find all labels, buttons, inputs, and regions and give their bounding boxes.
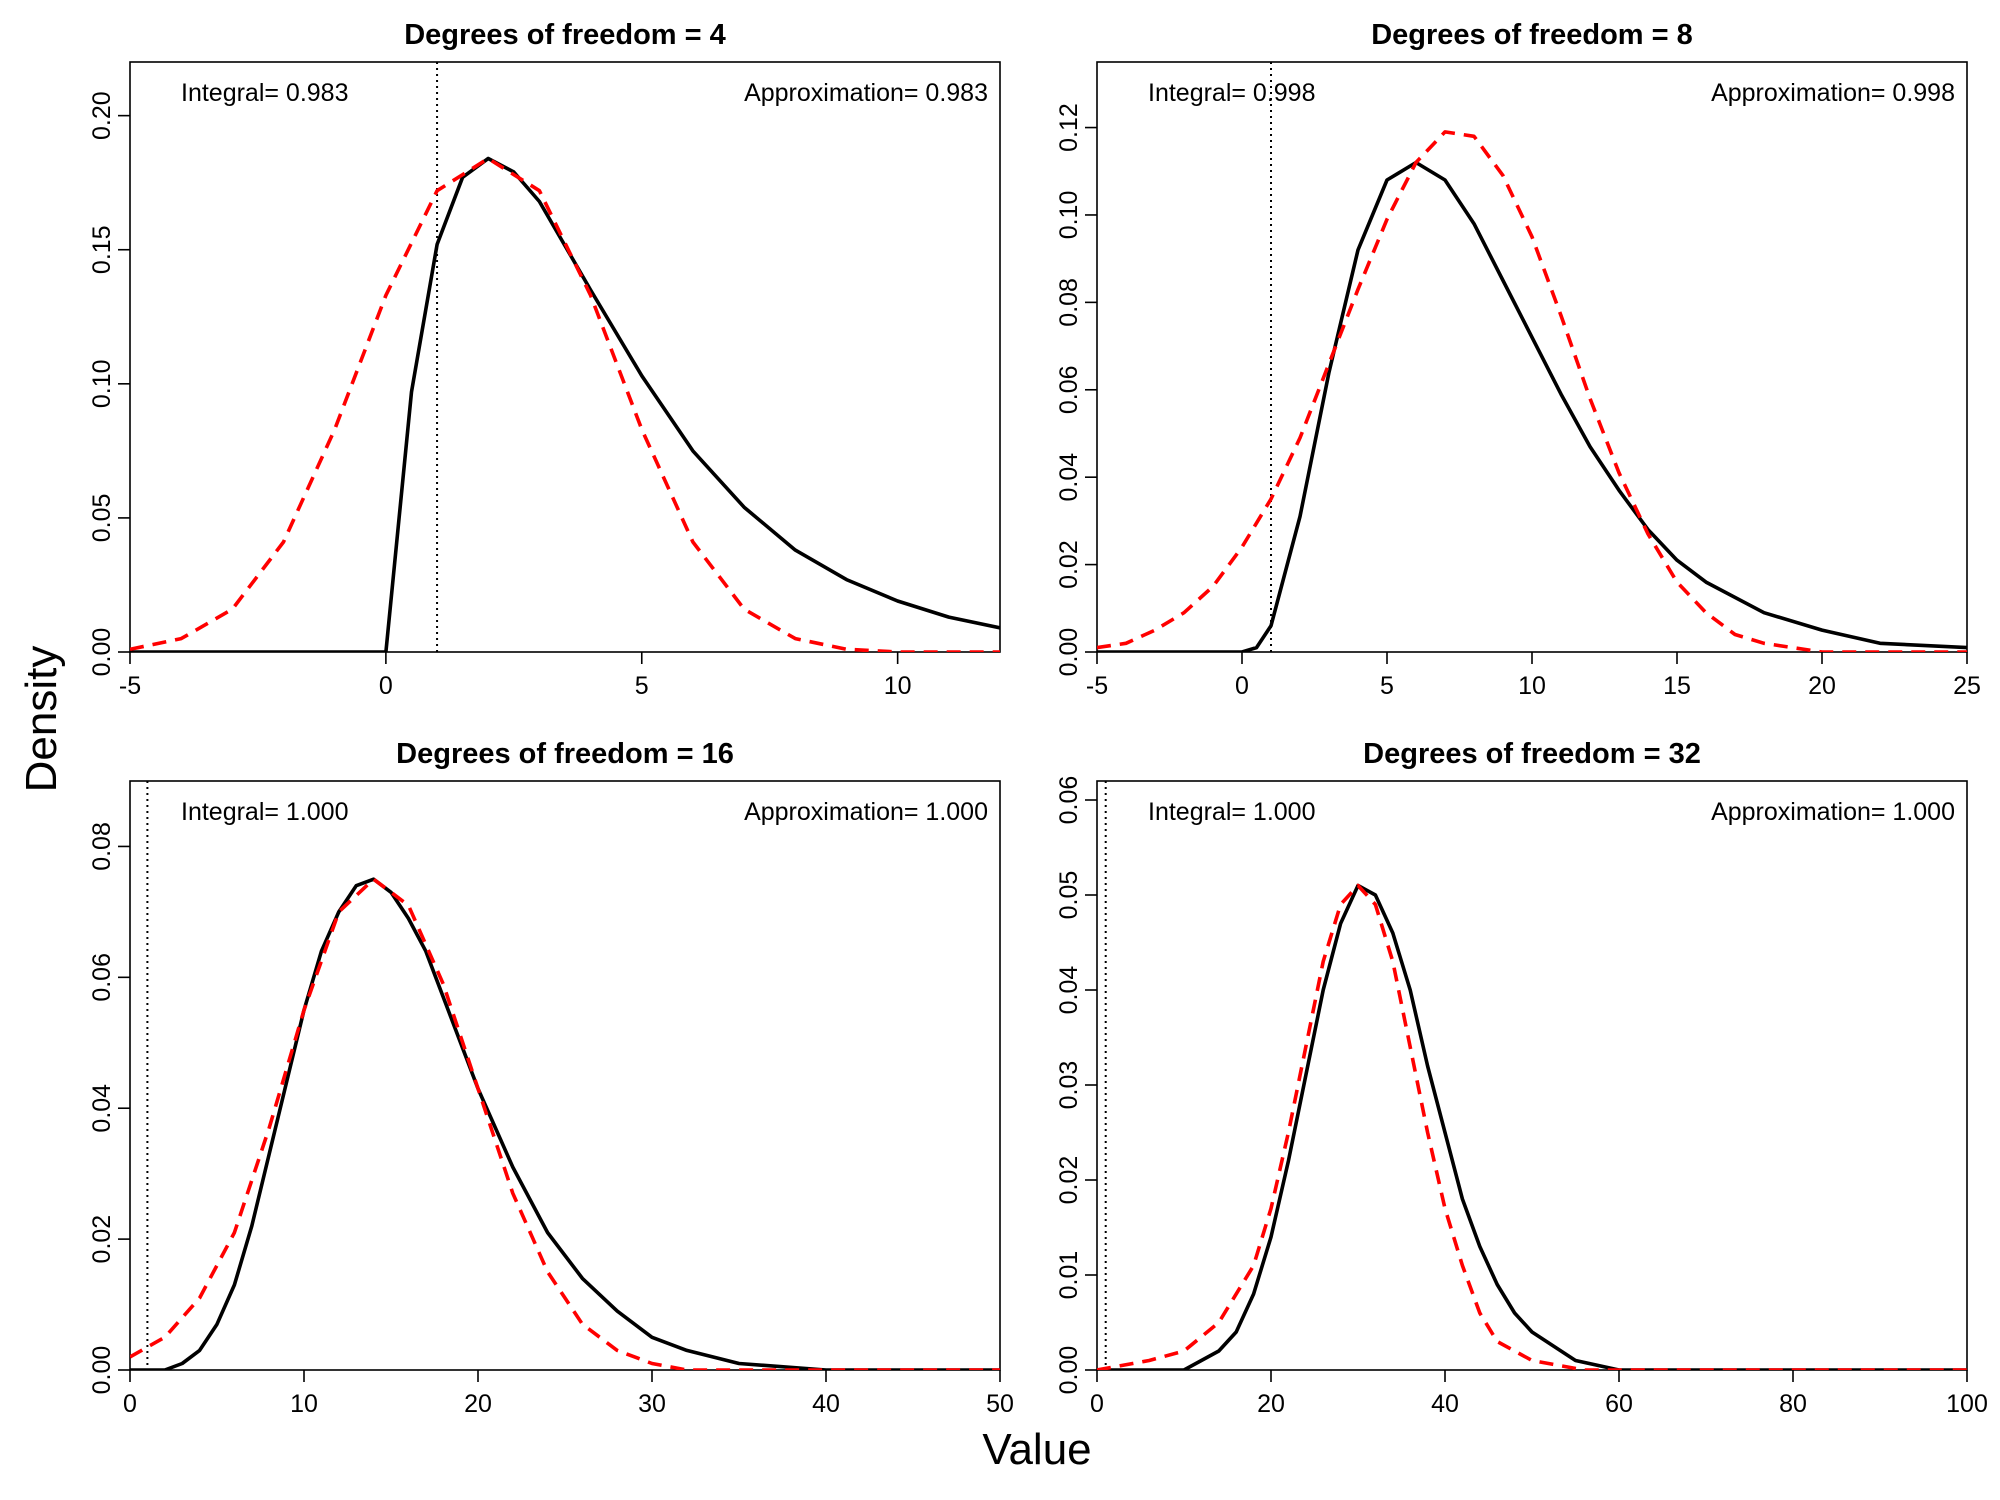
panel-df-8: Degrees of freedom = 8 -5 0 5 10 15 20 25 0.00 0.… xyxy=(1055,19,1981,700)
x-tick-label: 50 xyxy=(986,1390,1014,1418)
y-tick-label: 0.00 xyxy=(1055,628,1083,677)
y-tick-label: 0.02 xyxy=(1055,1156,1083,1205)
panel-df-4: Degrees of freedom = 4 -5 0 5 10 0.00 0.05 0.10… xyxy=(88,19,1001,700)
plot-frame xyxy=(129,780,1001,1371)
panel-df-16: Degrees of freedom = 16 0 10 20 30 40 50 0.00 0.… xyxy=(88,738,1014,1418)
integral-annotation: Integral= 0.983 xyxy=(181,79,349,107)
x-tick-label: 0 xyxy=(1235,672,1249,700)
x-tick-label: 20 xyxy=(1808,672,1836,700)
plot-frame xyxy=(1096,61,1968,653)
x-tick-label: 100 xyxy=(1946,1390,1988,1418)
panel-df-32: Degrees of freedom = 32 0 20 40 60 80 100 0.00 0… xyxy=(1055,738,1988,1418)
y-tick-label: 0.15 xyxy=(88,225,116,274)
x-tick-label: 20 xyxy=(464,1390,492,1418)
y-tick-label: 0.05 xyxy=(88,494,116,543)
y-tick-label: 0.00 xyxy=(88,1346,116,1395)
approximation-annotation: Approximation= 0.983 xyxy=(744,79,988,107)
y-tick-label: 0.00 xyxy=(88,628,116,677)
x-tick-label: 10 xyxy=(290,1390,318,1418)
y-tick-label: 0.03 xyxy=(1055,1061,1083,1110)
normal-approximation-curve xyxy=(130,156,1000,652)
panel-title: Degrees of freedom = 32 xyxy=(1363,738,1701,770)
x-tick-label: 40 xyxy=(1431,1390,1459,1418)
y-tick-label: 0.00 xyxy=(1055,1346,1083,1395)
x-tick-label: 80 xyxy=(1779,1390,1807,1418)
y-tick-label: 0.06 xyxy=(88,953,116,1002)
y-tick-label: 0.01 xyxy=(1055,1251,1083,1300)
integral-annotation: Integral= 1.000 xyxy=(1148,798,1316,826)
y-tick-label: 0.02 xyxy=(88,1215,116,1264)
y-tick-label: 0.08 xyxy=(88,822,116,871)
y-tick-label: 0.04 xyxy=(88,1084,116,1133)
y-tick-label: 0.10 xyxy=(88,359,116,408)
x-tick-label: 0 xyxy=(1090,1390,1104,1418)
x-tick-label: 15 xyxy=(1663,672,1691,700)
panel-title: Degrees of freedom = 4 xyxy=(404,19,726,51)
panel-title: Degrees of freedom = 16 xyxy=(396,738,734,770)
y-axis-title: Density xyxy=(17,646,66,793)
x-tick-label: 25 xyxy=(1953,672,1981,700)
y-tick-label: 0.04 xyxy=(1055,966,1083,1015)
x-tick-label: 40 xyxy=(812,1390,840,1418)
exact-density-curve xyxy=(1097,883,1967,1370)
y-tick-label: 0.20 xyxy=(88,91,116,140)
y-tick-label: 0.06 xyxy=(1055,776,1083,825)
exact-density-curve xyxy=(130,156,1000,652)
y-tick-label: 0.08 xyxy=(1055,278,1083,327)
curves xyxy=(1097,883,1967,1370)
normal-approximation-curve xyxy=(1097,883,1967,1370)
integral-annotation: Integral= 0.998 xyxy=(1148,79,1316,107)
normal-approximation-curve xyxy=(1097,130,1967,652)
x-tick-label: 20 xyxy=(1257,1390,1285,1418)
approximation-annotation: Approximation= 1.000 xyxy=(1711,798,1955,826)
y-tick-label: 0.05 xyxy=(1055,871,1083,920)
x-tick-label: -5 xyxy=(119,672,141,700)
x-axis-title: Value xyxy=(982,1425,1091,1474)
y-tick-label: 0.06 xyxy=(1055,365,1083,414)
x-tick-label: 0 xyxy=(379,672,393,700)
exact-density-curve xyxy=(1097,160,1967,652)
plot-frame xyxy=(1096,780,1968,1371)
approximation-annotation: Approximation= 1.000 xyxy=(744,798,988,826)
y-tick-label: 0.10 xyxy=(1055,191,1083,240)
x-tick-label: 60 xyxy=(1605,1390,1633,1418)
curves xyxy=(1097,130,1967,652)
plot-frame xyxy=(129,61,1001,653)
x-tick-label: 5 xyxy=(635,672,649,700)
normal-approximation-curve xyxy=(130,877,1000,1370)
curves xyxy=(130,877,1000,1370)
y-tick-label: 0.04 xyxy=(1055,453,1083,502)
exact-density-curve xyxy=(130,877,1000,1370)
integral-annotation: Integral= 1.000 xyxy=(181,798,349,826)
y-tick-label: 0.02 xyxy=(1055,540,1083,589)
x-tick-label: 10 xyxy=(1518,672,1546,700)
panel-title: Degrees of freedom = 8 xyxy=(1371,19,1693,51)
x-tick-label: 0 xyxy=(123,1390,137,1418)
x-tick-label: 5 xyxy=(1380,672,1394,700)
x-tick-label: 10 xyxy=(884,672,912,700)
approximation-annotation: Approximation= 0.998 xyxy=(1711,79,1955,107)
x-tick-label: -5 xyxy=(1086,672,1108,700)
x-tick-label: 30 xyxy=(638,1390,666,1418)
curves xyxy=(130,156,1000,652)
y-tick-label: 0.12 xyxy=(1055,103,1083,152)
panels: Degrees of freedom = 4 -5 0 5 10 0.00 0.05 0.10… xyxy=(88,19,1988,1418)
